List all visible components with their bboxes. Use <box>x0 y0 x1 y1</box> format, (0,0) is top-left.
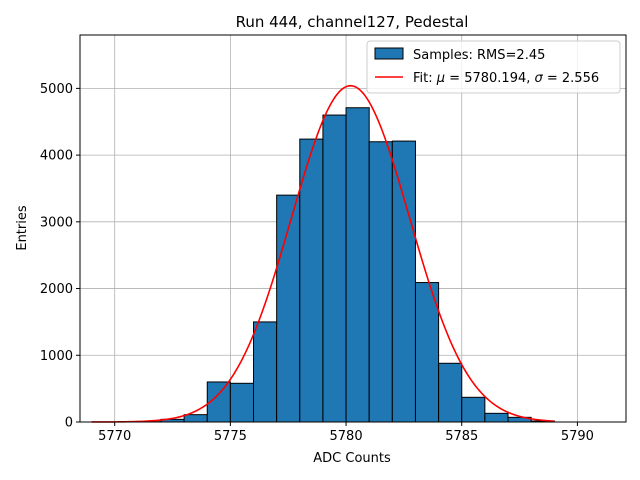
histogram-bar <box>438 362 463 423</box>
y-axis-ticks: 0 1000 2000 3000 4000 5000 <box>40 82 80 431</box>
x-axis-ticks: 5770 5775 5780 5785 5790 <box>98 422 594 444</box>
legend: Samples: RMS=2.45 Fit: μ = 5780.194, σ =… <box>366 40 621 94</box>
histogram-bar <box>345 107 370 423</box>
fit-curve <box>91 84 555 423</box>
chart-title: Run 444, channel127, Pedestal <box>236 13 469 31</box>
y-axis-label: Entries <box>15 205 30 251</box>
histogram-bars <box>137 107 555 423</box>
legend-histogram-label: Samples: RMS=2.45 <box>413 48 545 63</box>
histogram-bar <box>368 141 393 423</box>
y-tick-label: 5000 <box>40 82 73 97</box>
y-tick-label: 0 <box>65 416 73 431</box>
histogram-bar <box>299 138 324 423</box>
y-tick-label: 4000 <box>40 149 73 164</box>
x-tick-label: 5790 <box>561 429 594 444</box>
plot-area-frame <box>79 34 627 423</box>
legend-histogram-swatch <box>374 47 404 60</box>
histogram-bar <box>229 382 255 423</box>
x-tick-label: 5780 <box>330 429 363 444</box>
fit-curve-group <box>91 84 555 423</box>
histogram-bar <box>183 414 208 423</box>
legend-fit-label: Fit: μ = 5780.194, σ = 2.556 <box>413 71 599 86</box>
x-tick-label: 5770 <box>98 429 131 444</box>
histogram-bar <box>391 140 416 423</box>
y-tick-label: 3000 <box>40 215 73 230</box>
y-tick-label: 1000 <box>40 349 73 364</box>
y-tick-label: 2000 <box>40 282 73 297</box>
histogram-bar <box>484 412 509 423</box>
histogram-bar <box>322 114 347 423</box>
x-tick-label: 5785 <box>445 429 478 444</box>
legend-box <box>366 40 621 94</box>
x-axis-label: ADC Counts <box>313 451 391 466</box>
histogram-bar <box>253 321 278 423</box>
histogram-bar <box>461 396 486 423</box>
x-tick-label: 5775 <box>214 429 247 444</box>
